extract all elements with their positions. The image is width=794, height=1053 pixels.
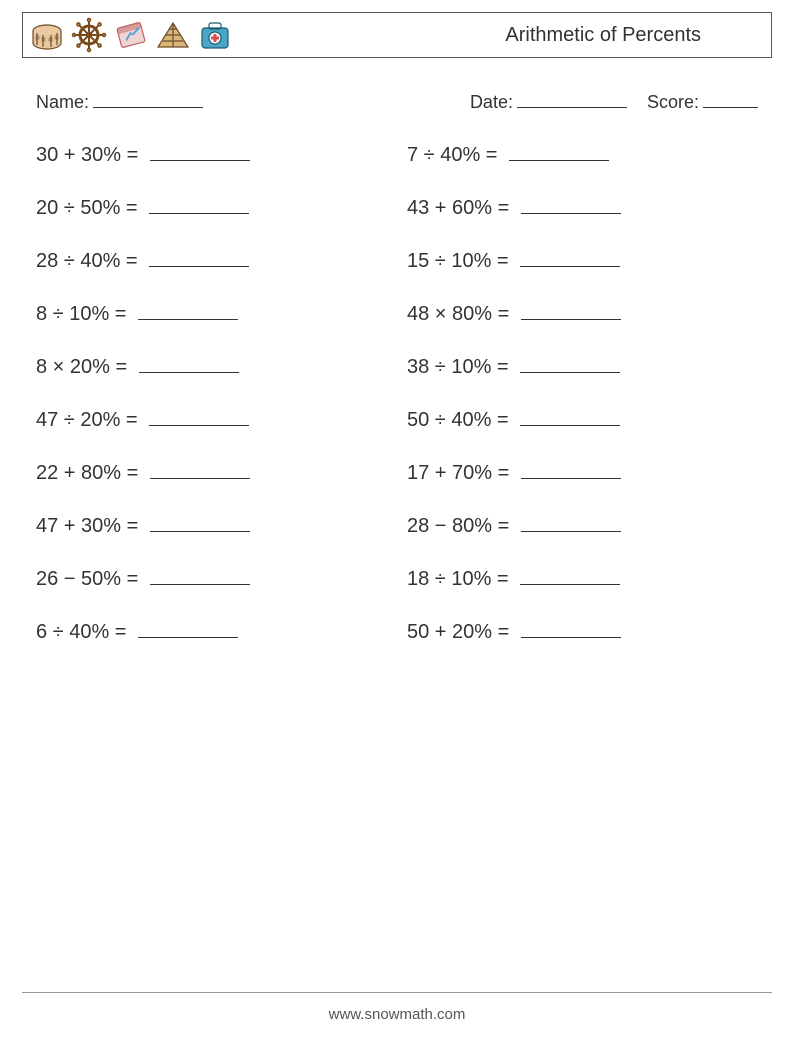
answer-blank[interactable]: [520, 408, 620, 426]
name-field: Name:: [36, 92, 203, 113]
problem-item: 47 ÷ 20% =: [36, 408, 387, 432]
answer-blank[interactable]: [138, 302, 238, 320]
problem-item: 20 ÷ 50% =: [36, 196, 387, 220]
travel-ticket-icon: [113, 17, 149, 53]
problem-expression: 26 − 50% =: [36, 568, 144, 590]
problem-expression: 18 ÷ 10% =: [407, 568, 514, 590]
ship-wheel-icon: [71, 17, 107, 53]
answer-blank[interactable]: [138, 620, 238, 638]
answer-blank[interactable]: [521, 461, 621, 479]
info-right: Date: Score:: [470, 92, 758, 113]
problem-expression: 17 + 70% =: [407, 462, 515, 484]
problem-item: 22 + 80% =: [36, 461, 387, 485]
footer-text: www.snowmath.com: [0, 1006, 794, 1023]
date-label: Date:: [470, 92, 513, 112]
date-blank[interactable]: [517, 92, 627, 108]
problem-expression: 30 + 30% =: [36, 144, 144, 166]
score-blank[interactable]: [703, 92, 758, 108]
answer-blank[interactable]: [150, 567, 250, 585]
problem-expression: 50 + 20% =: [407, 621, 515, 643]
problem-expression: 43 + 60% =: [407, 197, 515, 219]
problem-expression: 48 × 80% =: [407, 303, 515, 325]
answer-blank[interactable]: [149, 196, 249, 214]
problem-item: 15 ÷ 10% =: [407, 249, 758, 273]
problem-item: 6 ÷ 40% =: [36, 620, 387, 644]
problem-item: 18 ÷ 10% =: [407, 567, 758, 591]
answer-blank[interactable]: [521, 302, 621, 320]
problem-expression: 47 ÷ 20% =: [36, 409, 143, 431]
footer-divider: [22, 992, 772, 993]
header: Arithmetic of Percents: [22, 12, 772, 58]
problem-item: 30 + 30% =: [36, 143, 387, 167]
score-label: Score:: [647, 92, 699, 112]
answer-blank[interactable]: [509, 143, 609, 161]
problem-expression: 28 − 80% =: [407, 515, 515, 537]
problem-expression: 22 + 80% =: [36, 462, 144, 484]
problem-item: 17 + 70% =: [407, 461, 758, 485]
problem-expression: 38 ÷ 10% =: [407, 356, 514, 378]
first-aid-kit-icon: [197, 17, 233, 53]
problem-expression: 8 ÷ 10% =: [36, 303, 132, 325]
answer-blank[interactable]: [521, 620, 621, 638]
problem-item: 50 ÷ 40% =: [407, 408, 758, 432]
name-label: Name:: [36, 92, 89, 112]
problem-expression: 20 ÷ 50% =: [36, 197, 143, 219]
answer-blank[interactable]: [149, 408, 249, 426]
problem-item: 7 ÷ 40% =: [407, 143, 758, 167]
worksheet-page: Arithmetic of Percents Name: Date: Score…: [0, 0, 794, 1053]
problem-item: 47 + 30% =: [36, 514, 387, 538]
answer-blank[interactable]: [150, 143, 250, 161]
problem-expression: 47 + 30% =: [36, 515, 144, 537]
problem-expression: 15 ÷ 10% =: [407, 250, 514, 272]
answer-blank[interactable]: [520, 249, 620, 267]
problem-item: 38 ÷ 10% =: [407, 355, 758, 379]
problem-item: 48 × 80% =: [407, 302, 758, 326]
problem-item: 28 − 80% =: [407, 514, 758, 538]
answer-blank[interactable]: [520, 567, 620, 585]
answer-blank[interactable]: [520, 355, 620, 373]
problem-expression: 28 ÷ 40% =: [36, 250, 143, 272]
score-field: Score:: [647, 92, 758, 113]
pyramid-icon: [155, 17, 191, 53]
date-field: Date:: [470, 92, 627, 113]
problem-item: 26 − 50% =: [36, 567, 387, 591]
problem-item: 50 + 20% =: [407, 620, 758, 644]
problem-item: 8 × 20% =: [36, 355, 387, 379]
info-row: Name: Date: Score:: [36, 92, 758, 113]
problem-expression: 7 ÷ 40% =: [407, 144, 503, 166]
problem-expression: 6 ÷ 40% =: [36, 621, 132, 643]
problems-grid: 30 + 30% = 7 ÷ 40% = 20 ÷ 50% = 43 + 60%…: [36, 143, 758, 644]
problem-item: 8 ÷ 10% =: [36, 302, 387, 326]
problem-item: 28 ÷ 40% =: [36, 249, 387, 273]
answer-blank[interactable]: [139, 355, 239, 373]
problem-expression: 50 ÷ 40% =: [407, 409, 514, 431]
problem-item: 43 + 60% =: [407, 196, 758, 220]
problem-expression: 8 × 20% =: [36, 356, 133, 378]
answer-blank[interactable]: [149, 249, 249, 267]
answer-blank[interactable]: [150, 514, 250, 532]
answer-blank[interactable]: [521, 196, 621, 214]
answer-blank[interactable]: [150, 461, 250, 479]
header-icons: [29, 17, 233, 53]
name-blank[interactable]: [93, 92, 203, 108]
worksheet-title: Arithmetic of Percents: [505, 24, 761, 47]
colosseum-icon: [29, 17, 65, 53]
answer-blank[interactable]: [521, 514, 621, 532]
